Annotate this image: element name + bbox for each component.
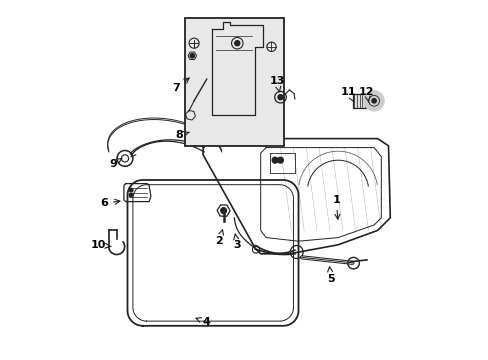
Text: 11: 11	[341, 87, 356, 102]
Text: 12: 12	[358, 87, 374, 102]
Circle shape	[220, 208, 226, 213]
Circle shape	[129, 193, 133, 197]
Text: 4: 4	[196, 317, 210, 327]
Circle shape	[277, 157, 283, 163]
Text: 7: 7	[172, 78, 189, 93]
Text: 2: 2	[215, 230, 223, 246]
Text: 9: 9	[109, 158, 122, 169]
Text: 10: 10	[90, 240, 111, 250]
Text: 8: 8	[176, 130, 189, 140]
Circle shape	[129, 188, 133, 192]
Circle shape	[363, 91, 384, 111]
Text: 5: 5	[326, 267, 334, 284]
Text: 1: 1	[332, 195, 340, 219]
Bar	[185, 18, 284, 146]
Text: 13: 13	[269, 76, 284, 92]
Circle shape	[277, 95, 283, 100]
Text: 6: 6	[100, 198, 120, 208]
Circle shape	[234, 41, 239, 46]
Text: 3: 3	[233, 234, 241, 250]
Circle shape	[190, 54, 194, 58]
Circle shape	[272, 157, 277, 163]
Circle shape	[371, 99, 375, 103]
Bar	[352, 94, 371, 108]
